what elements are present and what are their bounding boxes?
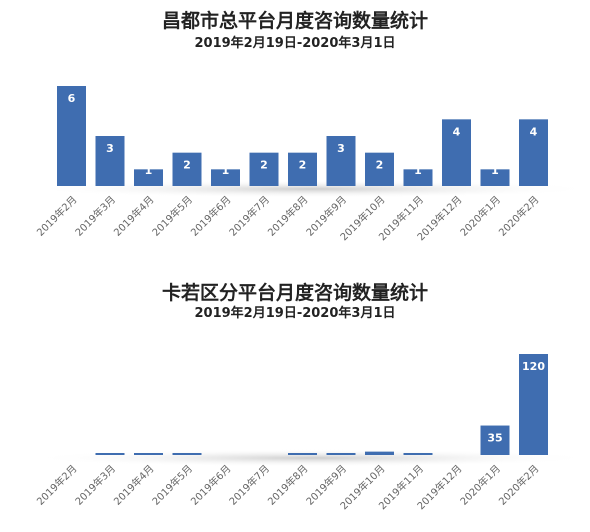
category-label: 2020年2月 bbox=[496, 193, 542, 239]
category-label: 2019年4月 bbox=[111, 193, 157, 239]
data-label: 0 bbox=[260, 433, 268, 446]
data-label: 1 bbox=[145, 164, 153, 177]
data-label: 3 bbox=[337, 142, 345, 155]
chart-subtitle: 2019年2月19日-2020年3月1日 bbox=[194, 36, 396, 51]
bar bbox=[172, 453, 202, 455]
category-label: 2019年2月 bbox=[34, 462, 80, 508]
data-label: 120 bbox=[522, 360, 545, 373]
category-label: 2019年8月 bbox=[265, 193, 311, 239]
floor-shadow bbox=[27, 449, 590, 467]
category-label: 2019年3月 bbox=[72, 193, 118, 239]
data-label: 4 bbox=[453, 125, 461, 138]
category-label: 2019年6月 bbox=[188, 193, 234, 239]
data-label: 0 bbox=[68, 433, 76, 446]
bar bbox=[95, 453, 125, 455]
data-label: 1 bbox=[183, 433, 191, 446]
chart-municipal-platform: 昌都市总平台月度咨询数量统计 2019年2月19日-2020年3月1日 6 201… bbox=[0, 0, 590, 262]
data-label: 3 bbox=[106, 142, 114, 155]
category-label: 2019年5月 bbox=[149, 193, 195, 239]
category-label: 2019年8月 bbox=[265, 462, 311, 508]
bar bbox=[519, 354, 548, 455]
data-label: 4 bbox=[530, 125, 538, 138]
data-label: 2 bbox=[183, 159, 191, 172]
bar bbox=[211, 169, 240, 186]
bar bbox=[172, 152, 202, 186]
data-label: 1 bbox=[491, 164, 499, 177]
category-label: 2019年7月 bbox=[226, 462, 272, 508]
chart-title: 昌都市总平台月度咨询数量统计 bbox=[161, 10, 428, 32]
category-label: 2020年1月 bbox=[457, 462, 503, 508]
category-label: 2020年1月 bbox=[457, 193, 503, 239]
bar bbox=[403, 453, 433, 455]
bar-chart-plot: 0 2019年2月 2 2019年3月 2 2019年4月 1 2019年5月 0 2019年6月… bbox=[27, 354, 590, 512]
bar bbox=[480, 169, 510, 186]
chart-subtitle: 2019年2月19日-2020年3月1日 bbox=[194, 306, 396, 321]
category-label: 2020年2月 bbox=[496, 462, 542, 508]
category-label: 2019年2月 bbox=[34, 193, 80, 239]
data-label: 35 bbox=[487, 432, 502, 445]
bar bbox=[134, 169, 163, 186]
bar bbox=[519, 119, 548, 186]
data-label: 1 bbox=[414, 164, 422, 177]
data-label: 2 bbox=[414, 433, 422, 446]
bar bbox=[326, 136, 356, 186]
data-label: 2 bbox=[260, 159, 268, 172]
data-label: 0 bbox=[453, 433, 461, 446]
bar bbox=[57, 86, 86, 186]
bar bbox=[288, 152, 317, 186]
data-label: 4 bbox=[376, 433, 384, 446]
category-label: 2019年3月 bbox=[72, 462, 118, 508]
bar bbox=[134, 453, 163, 455]
category-label: 2019年6月 bbox=[188, 462, 234, 508]
chart-title: 卡若区分平台月度咨询数量统计 bbox=[161, 282, 428, 304]
bar bbox=[95, 136, 125, 186]
bar bbox=[365, 152, 394, 186]
bar bbox=[249, 152, 279, 186]
bar bbox=[288, 453, 317, 455]
data-label: 6 bbox=[68, 92, 76, 105]
data-label: 2 bbox=[376, 159, 384, 172]
data-label: 2 bbox=[299, 159, 307, 172]
bar bbox=[326, 453, 356, 455]
data-label: 2 bbox=[145, 433, 153, 446]
bar bbox=[403, 169, 433, 186]
category-label: 2019年7月 bbox=[226, 193, 272, 239]
chart-karuo-district-platform: 卡若区分平台月度咨询数量统计 2019年2月19日-2020年3月1日 0 201… bbox=[0, 262, 590, 532]
bar bbox=[365, 451, 394, 455]
bar bbox=[480, 425, 510, 455]
category-label: 2019年4月 bbox=[111, 462, 157, 508]
data-label: 1 bbox=[222, 164, 230, 177]
data-label: 2 bbox=[299, 433, 307, 446]
bar bbox=[442, 119, 471, 186]
data-label: 1 bbox=[337, 433, 345, 446]
data-label: 2 bbox=[106, 433, 114, 446]
category-label: 2019年5月 bbox=[149, 462, 195, 508]
data-label: 0 bbox=[222, 433, 230, 446]
bar-chart-plot: 6 2019年2月 3 2019年3月 1 2019年4月 2 2019年5月 1 2019年6月… bbox=[27, 86, 590, 243]
